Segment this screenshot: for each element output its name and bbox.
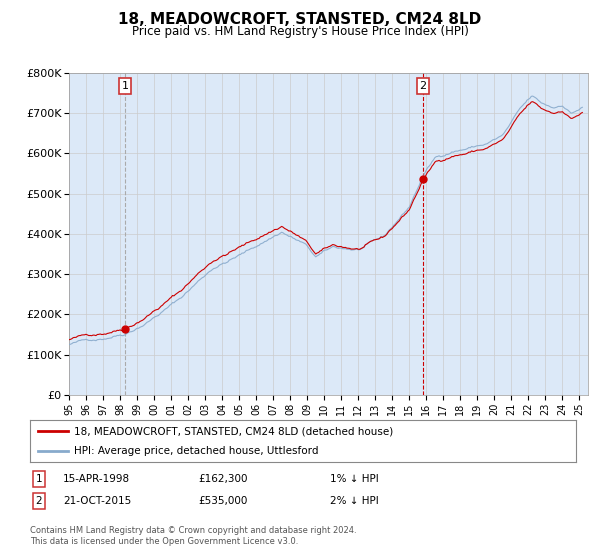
Text: £535,000: £535,000 — [198, 496, 247, 506]
Text: 1: 1 — [121, 81, 128, 91]
Text: 2: 2 — [35, 496, 43, 506]
Text: Price paid vs. HM Land Registry's House Price Index (HPI): Price paid vs. HM Land Registry's House … — [131, 25, 469, 38]
Text: 21-OCT-2015: 21-OCT-2015 — [63, 496, 131, 506]
Text: 1% ↓ HPI: 1% ↓ HPI — [330, 474, 379, 484]
Text: HPI: Average price, detached house, Uttlesford: HPI: Average price, detached house, Uttl… — [74, 446, 318, 456]
Text: Contains HM Land Registry data © Crown copyright and database right 2024.
This d: Contains HM Land Registry data © Crown c… — [30, 526, 356, 546]
Text: 15-APR-1998: 15-APR-1998 — [63, 474, 130, 484]
Text: £162,300: £162,300 — [198, 474, 248, 484]
Text: 2% ↓ HPI: 2% ↓ HPI — [330, 496, 379, 506]
Text: 2: 2 — [419, 81, 427, 91]
Text: 18, MEADOWCROFT, STANSTED, CM24 8LD (detached house): 18, MEADOWCROFT, STANSTED, CM24 8LD (det… — [74, 426, 393, 436]
Text: 18, MEADOWCROFT, STANSTED, CM24 8LD: 18, MEADOWCROFT, STANSTED, CM24 8LD — [118, 12, 482, 27]
Text: 1: 1 — [35, 474, 43, 484]
